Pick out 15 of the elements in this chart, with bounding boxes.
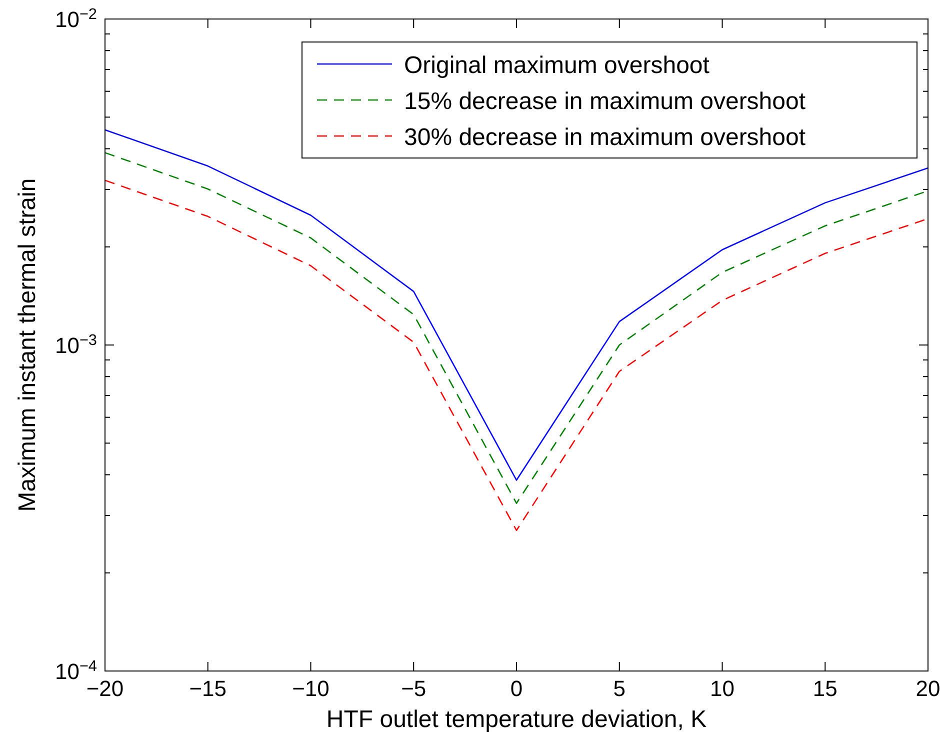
x-tick-label: 15 bbox=[812, 676, 838, 701]
x-tick-label: −15 bbox=[189, 676, 227, 701]
legend-label: 30% decrease in maximum overshoot bbox=[404, 124, 806, 151]
x-tick-label: 10 bbox=[710, 676, 734, 701]
x-axis-title: HTF outlet temperature deviation, K bbox=[326, 706, 707, 733]
x-tick-label: 5 bbox=[613, 676, 626, 701]
x-tick-label: −5 bbox=[401, 676, 426, 701]
x-tick-label: 0 bbox=[510, 676, 523, 701]
legend-label: Original maximum overshoot bbox=[404, 52, 710, 79]
y-tick-label: 10$^{−3}$ bbox=[54, 332, 97, 358]
legend-label: 15% decrease in maximum overshoot bbox=[404, 88, 806, 115]
x-tick-label: −10 bbox=[292, 676, 330, 701]
x-tick-label: 20 bbox=[916, 676, 940, 701]
y-tick-label: 10$^{−2}$ bbox=[54, 6, 97, 32]
y-axis-title: Maximum instant thermal strain bbox=[14, 178, 41, 512]
